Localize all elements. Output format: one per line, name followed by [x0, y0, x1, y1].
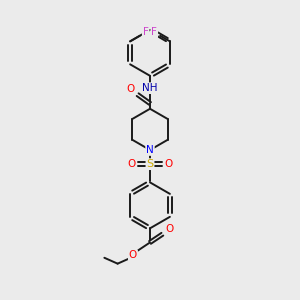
Text: O: O: [129, 250, 137, 260]
Text: F: F: [152, 27, 157, 37]
Text: S: S: [146, 159, 154, 169]
Text: O: O: [165, 224, 173, 234]
Text: NH: NH: [142, 83, 158, 93]
Text: O: O: [127, 159, 135, 169]
Text: O: O: [127, 84, 135, 94]
Text: O: O: [165, 159, 173, 169]
Text: N: N: [146, 145, 154, 155]
Text: F: F: [143, 27, 148, 37]
